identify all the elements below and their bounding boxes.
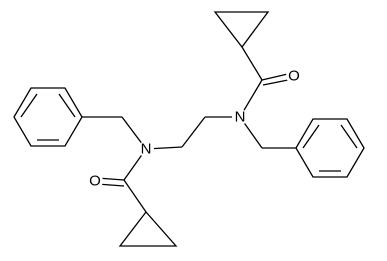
- atom-labels: N O N O: [87, 68, 302, 190]
- atom-label: N: [235, 109, 246, 126]
- aromatic-bond: [302, 124, 320, 149]
- cyclopropane-ring: [118, 210, 178, 247]
- bonds: [13, 11, 365, 247]
- benzene-ring: [13, 87, 83, 147]
- atom-label: O: [288, 68, 300, 85]
- cyclopropane-ring: [213, 11, 270, 49]
- bond: [241, 46, 263, 81]
- bond: [123, 179, 147, 213]
- atom-label: N: [141, 141, 152, 158]
- aromatic-bond: [340, 124, 358, 149]
- aromatic-bond: [58, 93, 76, 118]
- bond: [181, 116, 206, 148]
- aromatic-bond: [20, 93, 38, 118]
- atom-label: O: [89, 173, 101, 190]
- benzene-ring: [295, 118, 365, 178]
